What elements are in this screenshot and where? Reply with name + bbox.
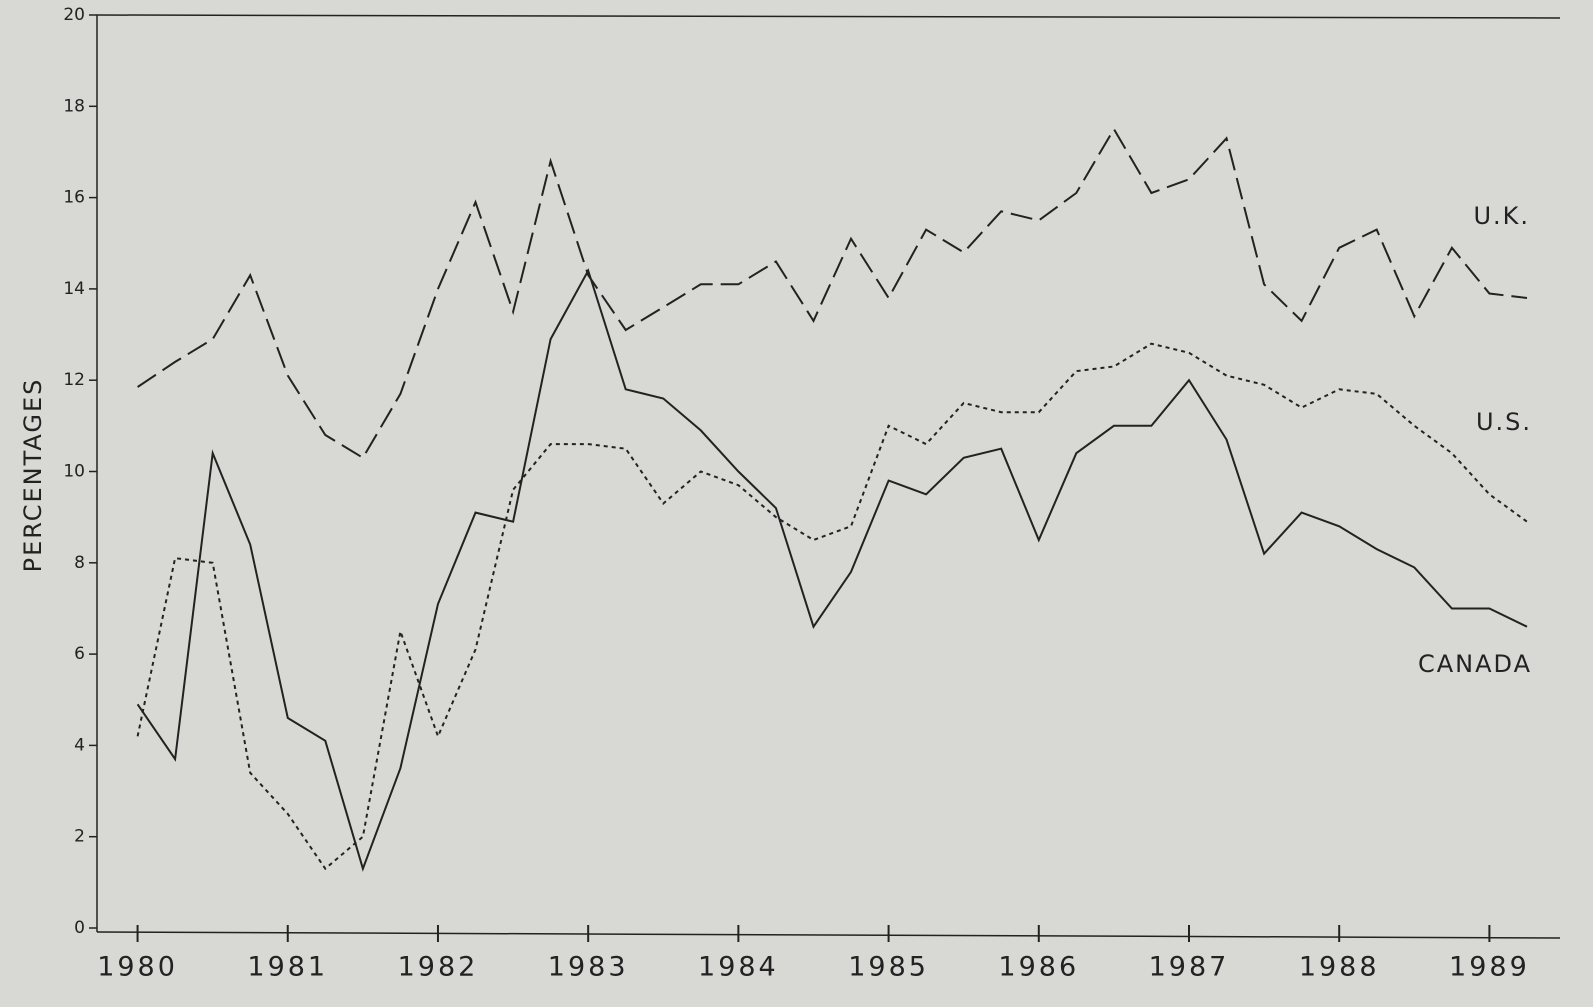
x-tick-label: 1987	[1149, 952, 1230, 983]
series-line	[137, 127, 1528, 460]
x-tick-label: 1982	[398, 952, 479, 983]
series-line	[136, 342, 1528, 871]
y-tick-label: 6	[74, 644, 85, 664]
y-tick-label: 2	[74, 827, 85, 847]
series-label: U.K.	[1473, 202, 1530, 230]
x-tick-label: 1988	[1299, 952, 1380, 983]
x-tick-label: 1983	[548, 952, 629, 983]
y-tick-label: 16	[63, 188, 85, 208]
x-tick-label: 1985	[848, 952, 929, 983]
x-tick-label: 1984	[698, 952, 779, 983]
y-tick-label: 20	[63, 5, 85, 25]
y-tick-label: 12	[63, 370, 85, 390]
x-tick-label: 1980	[97, 952, 178, 983]
y-tick-label: 14	[63, 279, 85, 299]
y-tick-label: 10	[63, 462, 85, 482]
x-tick-label: 1989	[1449, 952, 1530, 983]
x-axis	[96, 931, 1561, 939]
y-tick-label: 18	[63, 96, 85, 116]
x-tick-label: 1986	[998, 952, 1079, 983]
top-border	[96, 14, 1561, 19]
y-tick-label: 4	[74, 735, 85, 755]
series-line	[136, 268, 1528, 872]
series-label: CANADA	[1418, 650, 1532, 678]
series-label: U.S.	[1476, 408, 1532, 436]
y-tick-label: 0	[74, 918, 85, 938]
y-tick-label: 8	[74, 553, 85, 573]
x-tick-label: 1981	[247, 952, 328, 983]
y-axis-label: PERCENTAGES	[19, 378, 47, 573]
